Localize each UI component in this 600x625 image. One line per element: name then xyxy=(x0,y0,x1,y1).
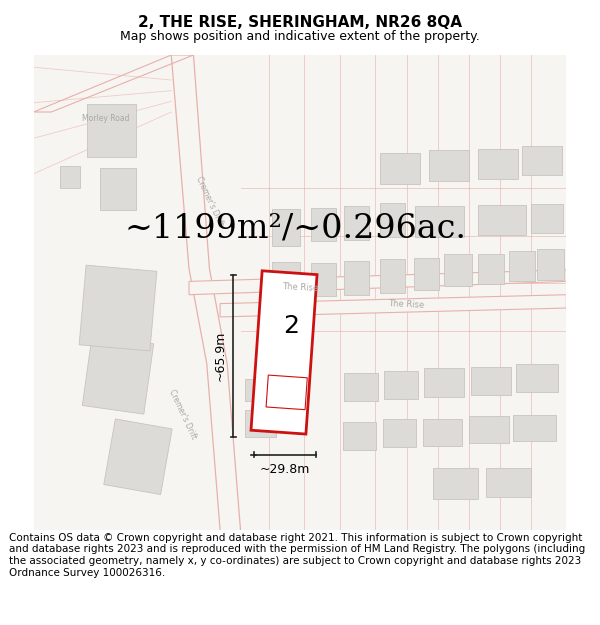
Text: Cremer's Drift: Cremer's Drift xyxy=(194,175,225,228)
Text: The Rise: The Rise xyxy=(388,299,425,310)
Bar xyxy=(311,208,335,241)
Bar xyxy=(424,368,464,397)
Bar xyxy=(429,150,469,181)
Bar xyxy=(272,209,300,246)
Bar xyxy=(245,410,276,437)
Bar xyxy=(344,261,369,295)
Bar xyxy=(60,166,80,188)
Bar xyxy=(100,168,136,211)
Text: 2: 2 xyxy=(283,314,299,338)
Bar xyxy=(245,379,272,401)
Polygon shape xyxy=(220,295,566,317)
Polygon shape xyxy=(34,55,193,112)
Bar xyxy=(478,149,518,179)
Bar xyxy=(422,419,463,446)
Text: ~65.9m: ~65.9m xyxy=(214,331,226,381)
Text: Morley Road: Morley Road xyxy=(82,114,130,123)
Bar xyxy=(344,206,369,239)
Text: ~1199m²/~0.296ac.: ~1199m²/~0.296ac. xyxy=(125,212,467,244)
Bar xyxy=(380,259,405,293)
Bar xyxy=(531,204,563,232)
Bar xyxy=(415,206,464,237)
Bar xyxy=(444,254,472,286)
Bar xyxy=(522,146,562,175)
Text: ~29.8m: ~29.8m xyxy=(260,463,310,476)
Text: Contains OS data © Crown copyright and database right 2021. This information is : Contains OS data © Crown copyright and d… xyxy=(9,533,585,578)
Bar xyxy=(472,367,511,395)
Bar xyxy=(343,422,376,450)
Bar xyxy=(380,203,405,237)
Bar xyxy=(478,254,504,284)
Polygon shape xyxy=(82,335,154,414)
Bar xyxy=(344,373,378,401)
Bar xyxy=(383,419,416,447)
Bar xyxy=(385,371,418,399)
Bar xyxy=(509,251,535,281)
Bar xyxy=(272,262,300,299)
Bar xyxy=(516,364,559,392)
Bar xyxy=(311,262,335,296)
Bar xyxy=(469,416,509,443)
Bar xyxy=(380,152,420,184)
Bar xyxy=(87,104,136,157)
Bar xyxy=(413,258,439,290)
Polygon shape xyxy=(189,270,566,295)
Bar xyxy=(513,414,556,441)
Text: 2, THE RISE, SHERINGHAM, NR26 8QA: 2, THE RISE, SHERINGHAM, NR26 8QA xyxy=(138,16,462,31)
Text: Map shows position and indicative extent of the property.: Map shows position and indicative extent… xyxy=(120,30,480,43)
Polygon shape xyxy=(171,55,241,530)
Text: Cremer's Drift: Cremer's Drift xyxy=(167,388,198,441)
Bar xyxy=(433,468,478,499)
Text: The Rise: The Rise xyxy=(282,282,318,293)
Polygon shape xyxy=(251,271,317,434)
Bar xyxy=(537,249,563,279)
Bar xyxy=(478,205,526,235)
Polygon shape xyxy=(79,265,157,351)
Bar xyxy=(487,468,531,497)
Polygon shape xyxy=(104,419,172,494)
